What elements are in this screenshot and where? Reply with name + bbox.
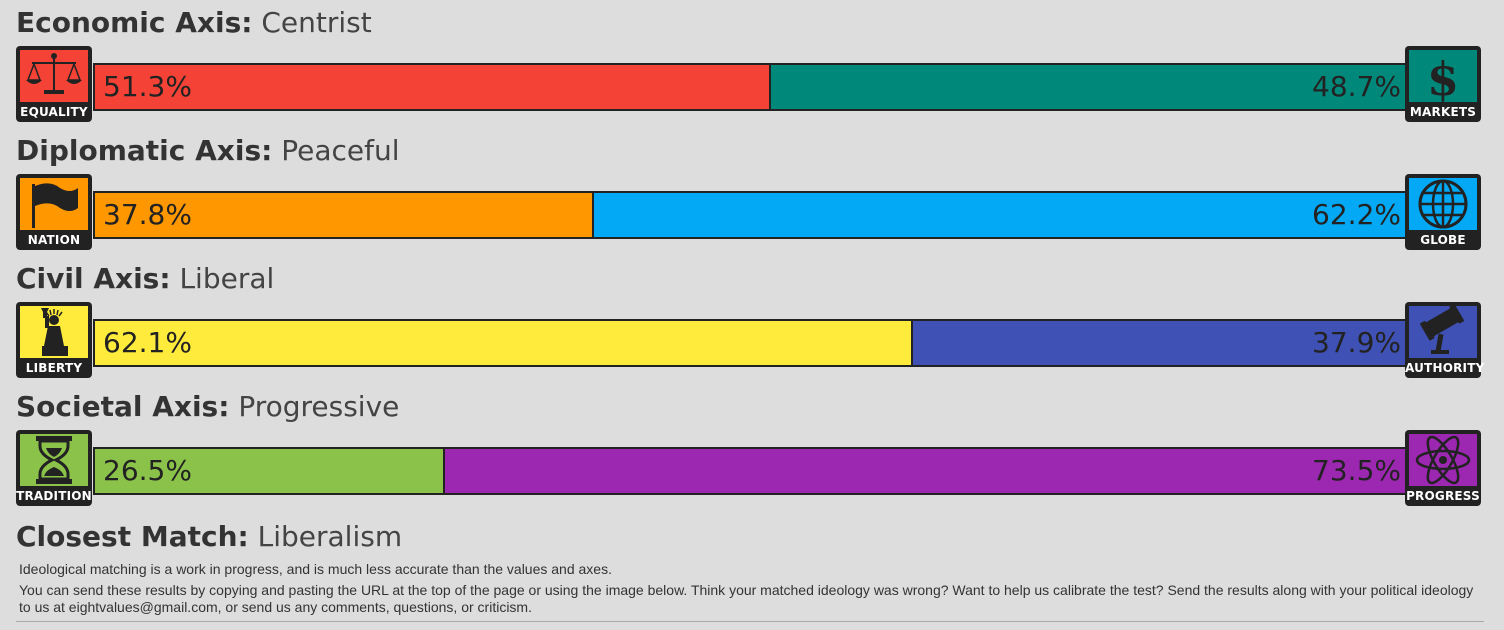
- axis-value: Peaceful: [281, 134, 400, 167]
- nation-percent: 37.8%: [103, 198, 192, 231]
- authority-segment: 37.9%: [912, 321, 1409, 365]
- globe-segment: 62.2%: [593, 193, 1409, 237]
- authority-label: AUTHORITY: [1405, 361, 1485, 375]
- axis-label: Diplomatic Axis:: [16, 134, 273, 167]
- axis-value: Progressive: [238, 390, 400, 423]
- nation-badge: NATION: [16, 174, 92, 250]
- diplomatic-bar: 37.8% 62.2%: [93, 191, 1411, 239]
- equality-badge: EQUALITY: [16, 46, 92, 122]
- liberty-badge: LIBERTY: [16, 302, 92, 378]
- axis-label: Societal Axis:: [16, 390, 230, 423]
- tradition-segment: 26.5%: [95, 449, 446, 493]
- equality-label: EQUALITY: [20, 105, 88, 119]
- markets-segment: 48.7%: [771, 65, 1409, 109]
- societal-axis: Societal Axis: Progressive TRADITION 26.…: [16, 384, 1484, 512]
- divider: [16, 621, 1484, 622]
- tradition-percent: 26.5%: [103, 454, 192, 487]
- civil-bar: 62.1% 37.9%: [93, 319, 1411, 367]
- statue-of-liberty-icon: [20, 306, 88, 358]
- axis-value: Liberal: [179, 262, 275, 295]
- globe-icon: [1409, 178, 1477, 230]
- atom-icon: [1409, 434, 1477, 486]
- progress-label: PROGRESS: [1406, 489, 1480, 503]
- svg-text:$: $: [1427, 52, 1459, 102]
- diplomatic-axis: Diplomatic Axis: Peaceful NATION 37.8% 6…: [16, 128, 1484, 256]
- scales-icon: [20, 50, 88, 102]
- match-value: Liberalism: [257, 520, 403, 553]
- axis-value: Centrist: [261, 6, 372, 39]
- axis-heading: Civil Axis: Liberal: [16, 259, 274, 299]
- gavel-icon: [1409, 306, 1477, 358]
- dollar-icon: $: [1409, 50, 1477, 102]
- axis-heading: Economic Axis: Centrist: [16, 3, 372, 43]
- hourglass-icon: [20, 434, 88, 486]
- authority-badge: AUTHORITY: [1405, 302, 1485, 378]
- closest-match: Closest Match: Liberalism: [16, 517, 402, 557]
- authority-percent: 37.9%: [1312, 326, 1401, 359]
- progress-percent: 73.5%: [1312, 454, 1401, 487]
- tradition-badge: TRADITION: [16, 430, 92, 506]
- match-label: Closest Match:: [16, 520, 249, 553]
- equality-percent: 51.3%: [103, 70, 192, 103]
- liberty-segment: 62.1%: [95, 321, 913, 365]
- markets-label: MARKETS: [1409, 105, 1477, 119]
- globe-badge: GLOBE: [1405, 174, 1481, 250]
- liberty-percent: 62.1%: [103, 326, 192, 359]
- civil-axis: Civil Axis: Liberal LIBERTY 62.1%: [16, 256, 1484, 384]
- nation-segment: 37.8%: [95, 193, 594, 237]
- markets-badge: $ MARKETS: [1405, 46, 1481, 122]
- axis-heading: Diplomatic Axis: Peaceful: [16, 131, 400, 171]
- globe-percent: 62.2%: [1312, 198, 1401, 231]
- liberty-label: LIBERTY: [25, 361, 83, 375]
- axis-heading: Societal Axis: Progressive: [16, 387, 399, 427]
- matching-disclaimer: Ideological matching is a work in progre…: [19, 561, 612, 577]
- economic-axis: Economic Axis: Centrist EQUALITY: [16, 0, 1484, 128]
- globe-label: GLOBE: [1420, 233, 1466, 247]
- flag-icon: [20, 178, 88, 230]
- axis-label: Economic Axis:: [16, 6, 253, 39]
- progress-badge: PROGRESS: [1405, 430, 1481, 506]
- equality-segment: 51.3%: [95, 65, 772, 109]
- societal-bar: 26.5% 73.5%: [93, 447, 1411, 495]
- axis-label: Civil Axis:: [16, 262, 171, 295]
- progress-segment: 73.5%: [445, 449, 1409, 493]
- markets-percent: 48.7%: [1312, 70, 1401, 103]
- tradition-label: TRADITION: [16, 489, 92, 503]
- nation-label: NATION: [27, 233, 81, 247]
- economic-bar: 51.3% 48.7%: [93, 63, 1411, 111]
- share-instructions: You can send these results by copying an…: [19, 582, 1474, 615]
